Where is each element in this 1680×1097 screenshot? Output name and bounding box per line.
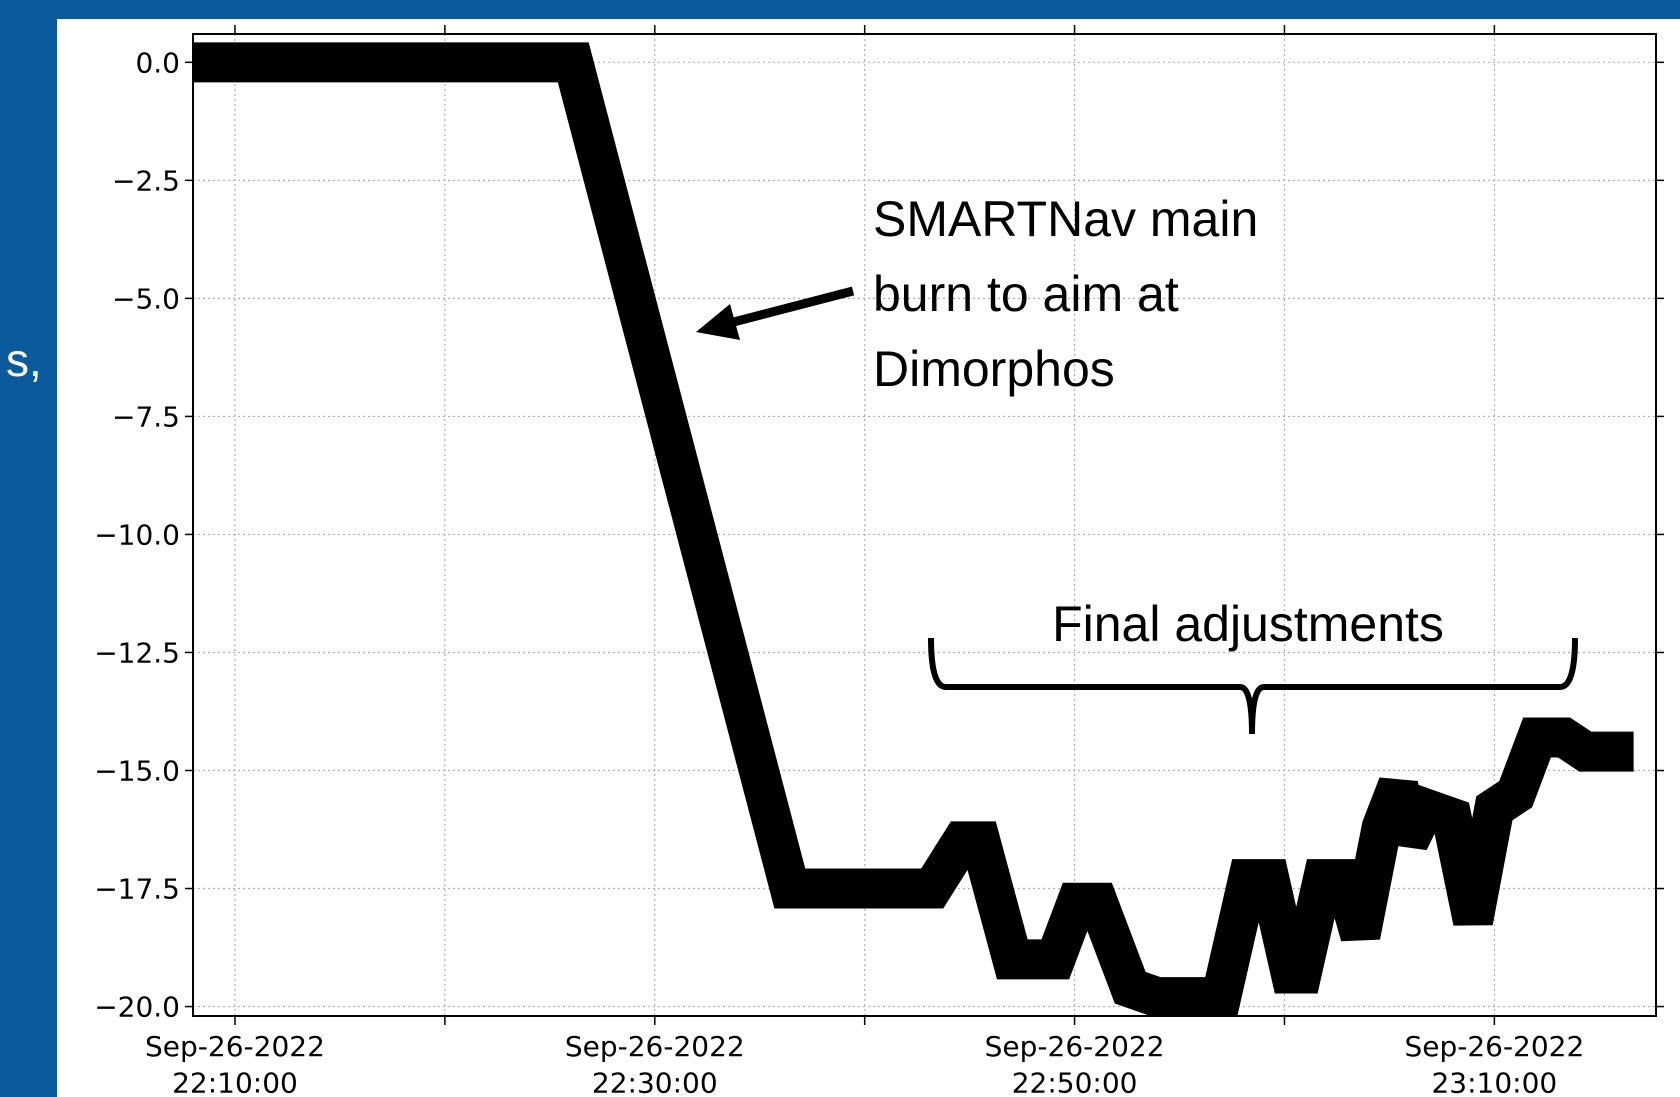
annotation: Final adjustments: [1052, 596, 1444, 652]
annotation-arrow: [720, 286, 855, 330]
y-tick-label: −20.0: [94, 991, 180, 1024]
y-tick-label: 0.0: [135, 46, 180, 79]
x-tick-label: Sep-26-2022 22:10:00: [145, 1030, 325, 1097]
x-tick-label: Sep-26-2022 22:50:00: [985, 1030, 1165, 1097]
y-tick-label: −12.5: [94, 636, 180, 669]
y-tick-label: −10.0: [94, 518, 180, 551]
chart-panel: [57, 19, 1680, 1097]
y-tick-label: −2.5: [112, 164, 180, 197]
y-tick-label: −15.0: [94, 755, 180, 788]
annotation: SMARTNav main burn to aim at Dimorphos: [873, 191, 1258, 397]
data-line: [193, 42, 1634, 1016]
x-tick-label: Sep-26-2022 23:10:00: [1404, 1030, 1584, 1097]
plot-frame: [192, 33, 1657, 1017]
y-tick-label: −17.5: [94, 873, 180, 906]
side-text: s,: [6, 334, 42, 386]
annotation-brace: [928, 637, 1578, 735]
y-tick-label: −7.5: [112, 400, 180, 433]
y-tick-label: −5.0: [112, 282, 180, 315]
x-tick-label: Sep-26-2022 22:30:00: [565, 1030, 745, 1097]
annotation-arrowhead: [696, 304, 740, 340]
